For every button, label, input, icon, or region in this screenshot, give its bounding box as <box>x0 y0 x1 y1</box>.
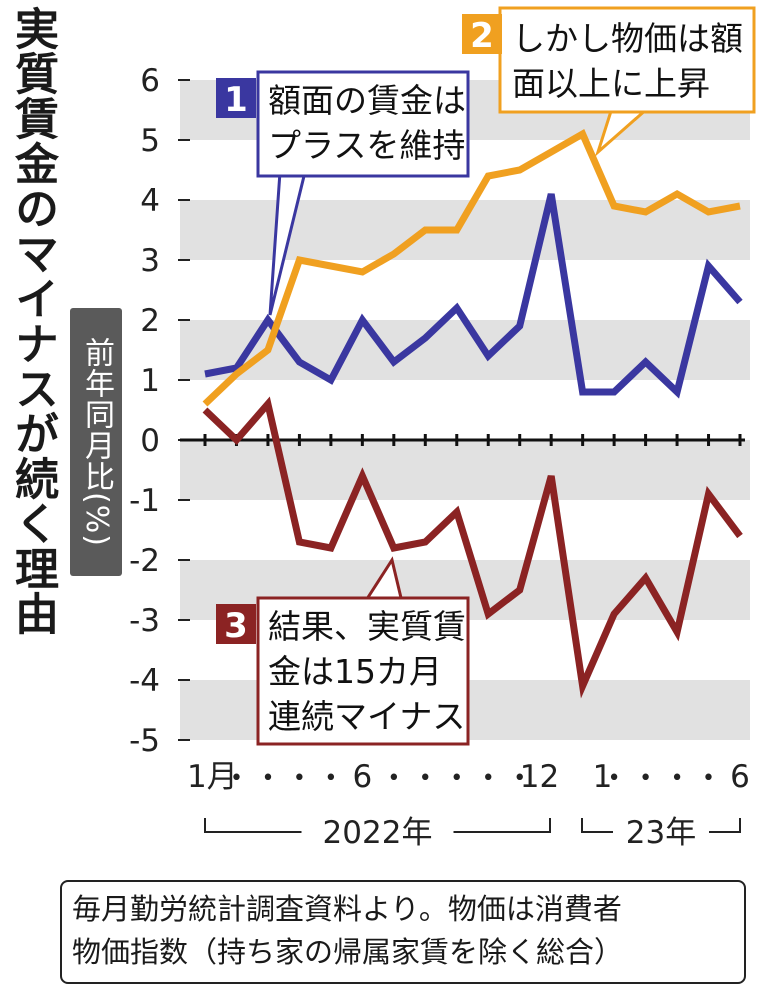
x-tick-dot: • <box>482 766 495 791</box>
callout-1-line-1: 額面の賃金は <box>268 81 466 120</box>
callout-3-badge <box>216 604 256 644</box>
x-tick-label: 12 <box>520 759 559 795</box>
callout-1-line-2: プラスを維持 <box>268 126 465 165</box>
x-tick-dot: • <box>230 766 243 791</box>
x-tick-label: 6 <box>352 759 372 795</box>
y-tick-label: 1 <box>140 363 160 399</box>
y-axis-label: 前年同月比(%) <box>70 308 122 576</box>
x-tick-label: 1 <box>593 759 613 795</box>
year-2022-bracket-label: 2022年 <box>323 815 433 851</box>
y-tick-label: 4 <box>140 183 160 219</box>
x-tick-dot: • <box>293 766 306 791</box>
year-2022-bracket-left <box>204 818 302 833</box>
callout-3-line-2: 金は15カ月 <box>268 652 442 691</box>
y-tick-label: 3 <box>140 243 160 279</box>
footnote: 毎月勤労統計調査資料より。物価は消費者 物価指数（持ち家の帰属家賃を除く総合） <box>60 880 746 984</box>
x-tick-label: 1月 <box>187 759 238 795</box>
y-tick-label: -5 <box>129 723 160 759</box>
callout-2-box <box>498 6 756 114</box>
x-tick-dot: • <box>608 766 621 791</box>
callout-2-line-2: 面以上に上昇 <box>512 64 710 103</box>
x-tick-dot: • <box>639 766 652 791</box>
year-2023-bracket-left <box>581 818 613 833</box>
callout-1-box <box>256 70 470 178</box>
callout-2-line-1: しかし物価は額 <box>512 19 743 58</box>
x-tick-dot: • <box>702 766 715 791</box>
x-tick-dot: • <box>419 766 432 791</box>
grid-band <box>180 440 750 500</box>
x-tick-dot: • <box>324 766 337 791</box>
y-tick-label: 0 <box>140 423 160 459</box>
callout-3-number: 3 <box>224 606 248 646</box>
series-line-wage <box>204 193 743 399</box>
year-2023-bracket-label: 23年 <box>626 815 696 851</box>
y-tick-label: 5 <box>140 123 160 159</box>
x-tick-dot: • <box>261 766 274 791</box>
callout-2-number: 2 <box>470 16 494 56</box>
y-tick-label: 2 <box>140 303 160 339</box>
x-tick-dot: • <box>671 766 684 791</box>
chart-title: 実質賃金のマイナスが続く理由 <box>7 6 58 636</box>
callout-1-badge <box>216 78 256 118</box>
callout-3-line-1: 結果、実質賃 <box>268 607 466 646</box>
x-tick-dot: • <box>387 766 400 791</box>
year-2023-bracket-right <box>709 818 741 833</box>
y-tick-label: -2 <box>129 543 160 579</box>
callout-3-line-3: 連続マイナス <box>268 697 465 736</box>
series-line-real_wage <box>202 396 743 699</box>
footnote-line-2: 物価指数（持ち家の帰属家賃を除く総合） <box>72 935 624 969</box>
callout-3-box <box>256 596 470 746</box>
footnote-line-1: 毎月勤労統計調査資料より。物価は消費者 <box>72 892 622 926</box>
x-tick-dot: • <box>513 766 526 791</box>
y-tick-label: -1 <box>129 483 160 519</box>
x-tick-dot: • <box>450 766 463 791</box>
callout-2-badge <box>462 14 502 54</box>
x-tick-label: 6 <box>730 759 750 795</box>
year-2022-bracket-right <box>453 818 551 833</box>
y-tick-label: -3 <box>129 603 160 639</box>
y-tick-label: 6 <box>140 63 160 99</box>
callout-1-number: 1 <box>224 80 248 120</box>
y-tick-label: -4 <box>129 663 160 699</box>
series-line-prices <box>202 129 741 407</box>
